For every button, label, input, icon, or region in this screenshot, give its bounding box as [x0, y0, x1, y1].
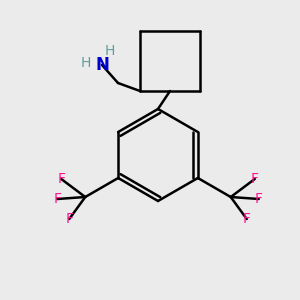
Text: H: H	[105, 44, 115, 58]
Text: F: F	[243, 212, 251, 226]
Text: F: F	[251, 172, 259, 186]
Text: F: F	[57, 172, 65, 186]
Text: F: F	[255, 192, 263, 206]
Text: H: H	[81, 56, 91, 70]
Text: F: F	[65, 212, 73, 226]
Text: N: N	[95, 56, 109, 74]
Text: F: F	[53, 192, 61, 206]
